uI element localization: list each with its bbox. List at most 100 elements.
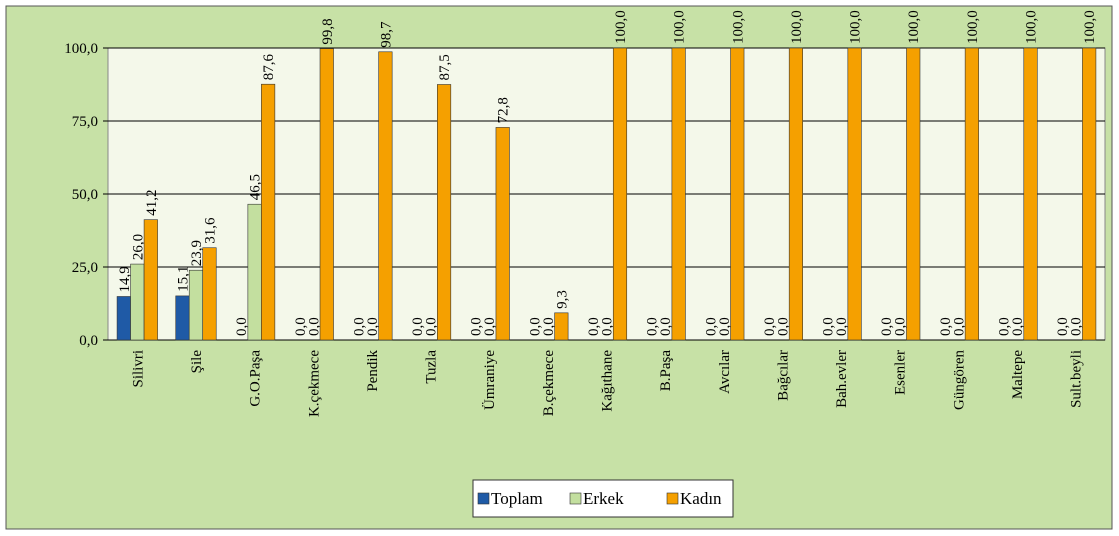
legend-swatch — [569, 492, 582, 505]
value-label: 100,0 — [965, 10, 981, 44]
value-label: 41,2 — [144, 189, 160, 215]
bar — [143, 219, 158, 341]
value-label: 98,7 — [378, 21, 394, 48]
value-label: 100,0 — [730, 10, 746, 44]
y-tick-label: 75,0 — [72, 114, 98, 130]
x-tick-label: Avcılar — [717, 350, 733, 394]
value-label: 87,5 — [437, 54, 453, 80]
value-label: 0,0 — [775, 317, 791, 336]
bar — [175, 295, 190, 341]
value-label: 0,0 — [997, 317, 1013, 336]
x-tick-label: Tuzla — [424, 350, 440, 384]
value-label: 0,0 — [541, 317, 557, 336]
x-tick-label: Maltepe — [1010, 350, 1026, 399]
value-label: 0,0 — [293, 317, 309, 336]
value-label: 0,0 — [365, 317, 381, 336]
x-tick-label: Ümraniye — [481, 350, 498, 410]
value-label: 100,0 — [1082, 10, 1098, 44]
bar — [554, 312, 569, 341]
value-label: 0,0 — [1069, 317, 1085, 336]
value-label: 100,0 — [906, 10, 922, 44]
bar — [247, 203, 262, 341]
x-tick-label: B.çekmece — [541, 350, 557, 417]
legend-swatch — [477, 492, 490, 505]
value-label: 0,0 — [234, 317, 250, 336]
bar — [671, 47, 686, 341]
value-label: 0,0 — [834, 317, 850, 336]
bar — [906, 47, 921, 341]
value-label: 72,8 — [496, 97, 512, 123]
value-label: 46,5 — [248, 174, 264, 200]
value-label: 0,0 — [527, 317, 543, 336]
legend-box — [472, 479, 734, 518]
bar — [964, 47, 979, 341]
value-label: 0,0 — [1055, 317, 1071, 336]
bar — [116, 296, 131, 341]
x-tick-label: Esenler — [893, 350, 909, 395]
value-label: 0,0 — [351, 317, 367, 336]
value-label: 0,0 — [600, 317, 616, 336]
bar — [378, 51, 393, 341]
value-label: 0,0 — [482, 317, 498, 336]
legend-label: Erkek — [583, 489, 624, 508]
x-tick-label: Bah.evler — [834, 350, 850, 408]
bar — [261, 83, 276, 341]
value-label: 0,0 — [821, 317, 837, 336]
x-tick-label: Pendik — [365, 350, 381, 392]
value-label: 9,3 — [554, 290, 570, 309]
bar — [495, 127, 510, 341]
value-label: 0,0 — [586, 317, 602, 336]
value-label: 0,0 — [469, 317, 485, 336]
bar — [788, 47, 803, 341]
value-label: 0,0 — [951, 317, 967, 336]
value-label: 0,0 — [717, 317, 733, 336]
value-label: 23,9 — [189, 240, 205, 266]
bar — [130, 263, 145, 341]
y-tick-label: 50,0 — [72, 187, 98, 203]
bar — [188, 269, 204, 341]
legend-label: Kadın — [680, 489, 722, 508]
value-label: 0,0 — [893, 317, 909, 336]
value-label: 0,0 — [424, 317, 440, 336]
value-label: 100,0 — [1024, 10, 1040, 44]
value-label: 100,0 — [789, 10, 805, 44]
legend-label: Toplam — [491, 489, 543, 508]
value-label: 14,9 — [117, 266, 133, 292]
x-tick-label: Silivri — [130, 350, 146, 388]
bar — [319, 48, 334, 341]
x-tick-label: Şile — [189, 350, 205, 374]
bar — [202, 247, 217, 341]
y-tick-label: 100,0 — [64, 41, 98, 57]
value-label: 87,6 — [261, 53, 277, 80]
legend-swatch — [666, 492, 679, 505]
value-label: 0,0 — [645, 317, 661, 336]
value-label: 100,0 — [672, 10, 688, 44]
value-label: 0,0 — [703, 317, 719, 336]
x-tick-label: G.O.Paşa — [248, 350, 264, 407]
bar — [730, 47, 745, 341]
value-label: 31,6 — [202, 217, 218, 244]
bar — [1023, 47, 1038, 341]
x-tick-label: Kağıthane — [600, 350, 616, 412]
bar — [437, 84, 452, 341]
value-label: 0,0 — [658, 317, 674, 336]
value-label: 0,0 — [306, 317, 322, 336]
value-label: 100,0 — [613, 10, 629, 44]
x-tick-label: Bağcılar — [775, 350, 791, 401]
y-tick-label: 25,0 — [72, 260, 98, 276]
x-tick-label: Sult.beyli — [1069, 350, 1085, 408]
bar — [612, 47, 628, 341]
y-tick-label: 0,0 — [79, 333, 98, 349]
value-label: 0,0 — [410, 317, 426, 336]
value-label: 100,0 — [848, 10, 864, 44]
bar — [847, 47, 862, 341]
value-label: 0,0 — [879, 317, 895, 336]
x-tick-label: K.çekmece — [306, 350, 322, 417]
value-label: 99,8 — [320, 18, 336, 44]
value-label: 26,0 — [130, 234, 146, 260]
value-label: 15,1 — [175, 266, 191, 292]
x-tick-label: Güngören — [951, 350, 967, 410]
bar — [1082, 47, 1097, 341]
value-label: 0,0 — [762, 317, 778, 336]
